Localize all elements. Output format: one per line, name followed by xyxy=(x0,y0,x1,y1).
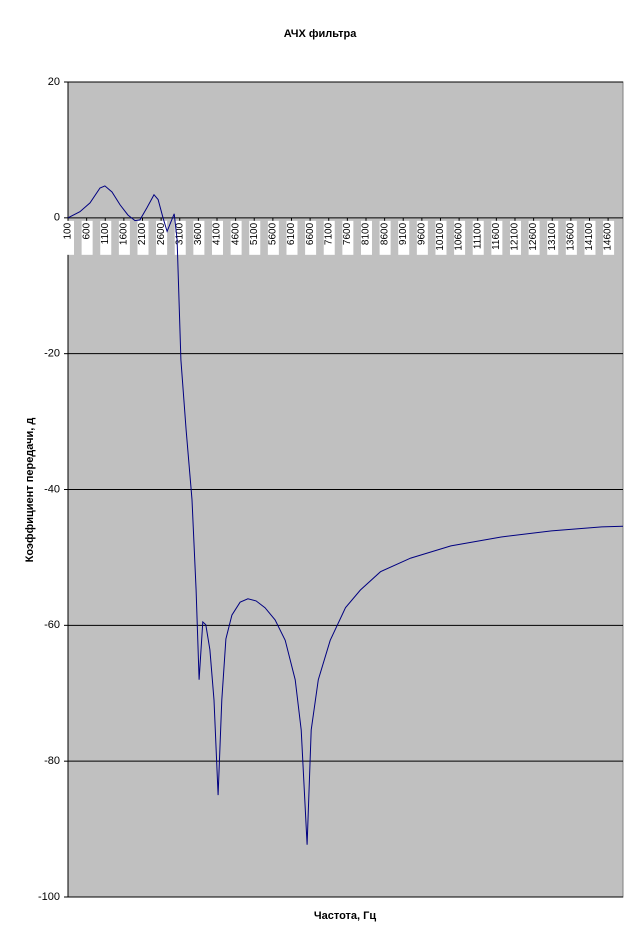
x-tick-label-box xyxy=(528,220,540,255)
x-tick-label: 1600 xyxy=(119,222,130,245)
x-tick-label: 8600 xyxy=(379,222,390,245)
x-tick-label-box xyxy=(491,220,503,255)
x-tick-label: 14100 xyxy=(584,222,595,250)
y-tick-label: -20 xyxy=(44,348,60,360)
x-tick-label-box xyxy=(435,220,447,255)
x-tick-label: 13100 xyxy=(547,222,558,250)
x-tick-label-box xyxy=(100,220,112,255)
x-tick-label-box xyxy=(267,220,279,255)
x-tick-label: 2100 xyxy=(137,222,148,245)
y-tick-label: -80 xyxy=(44,755,60,767)
x-axis-label: Частота, Гц xyxy=(314,910,377,922)
x-tick-label: 4600 xyxy=(230,222,241,245)
x-tick-label-box xyxy=(193,220,205,255)
x-tick-label: 3100 xyxy=(174,222,185,245)
y-tick-label: -40 xyxy=(44,483,60,495)
x-tick-label: 12600 xyxy=(528,222,539,250)
x-tick-label-box xyxy=(156,220,168,255)
chart-title: АЧХ фильтра xyxy=(284,28,358,40)
x-tick-label: 11600 xyxy=(491,222,502,250)
x-tick-label-box xyxy=(230,220,242,255)
x-tick-label: 4100 xyxy=(212,222,223,245)
x-tick-label-box xyxy=(118,220,130,255)
x-tick-label: 5100 xyxy=(249,222,260,245)
x-tick-label-box xyxy=(323,220,335,255)
x-tick-label: 7600 xyxy=(342,222,353,245)
x-tick-label: 12100 xyxy=(510,222,521,250)
x-tick-label-box xyxy=(286,220,298,255)
x-tick-label: 13600 xyxy=(565,222,576,250)
x-tick-label: 11100 xyxy=(472,222,483,249)
x-tick-label: 10100 xyxy=(435,222,446,250)
x-tick-label-box xyxy=(584,220,596,255)
x-tick-label: 2600 xyxy=(156,222,167,245)
y-tick-label: 20 xyxy=(48,76,60,88)
x-tick-label: 10600 xyxy=(454,222,465,250)
line-series xyxy=(67,185,624,845)
x-tick-label-box xyxy=(63,220,74,255)
x-tick-label: 8100 xyxy=(361,222,372,245)
x-tick-label-box xyxy=(211,220,223,255)
x-tick-label-box xyxy=(379,220,391,255)
x-tick-label: 7100 xyxy=(323,222,334,245)
x-tick-label-box xyxy=(360,220,372,255)
x-tick-label-box xyxy=(509,220,521,255)
x-tick-label-box xyxy=(454,220,466,255)
x-tick-label-box xyxy=(398,220,410,255)
x-tick-label: 6100 xyxy=(286,222,297,245)
x-tick-label: 6600 xyxy=(305,222,316,245)
x-tick-label-box xyxy=(249,220,261,255)
x-tick-label: 9600 xyxy=(416,222,427,245)
y-tick-label: 0 xyxy=(54,212,60,224)
x-tick-label: 600 xyxy=(81,222,92,239)
x-tick-label-box xyxy=(416,220,428,255)
x-tick-label-box xyxy=(547,220,559,255)
x-tick-label: 14600 xyxy=(603,222,614,250)
x-tick-label: 100 xyxy=(63,222,74,239)
x-tick-label-box xyxy=(603,220,615,255)
x-tick-label-box xyxy=(342,220,354,255)
x-tick-label: 9100 xyxy=(398,222,409,245)
x-tick-label: 1100 xyxy=(100,222,111,244)
x-tick-label-box xyxy=(472,220,484,255)
x-tick-label-box xyxy=(305,220,317,255)
x-tick-label-box xyxy=(565,220,577,255)
x-tick-label-box xyxy=(137,220,149,255)
x-tick-label-box xyxy=(174,220,186,255)
x-tick-label: 3600 xyxy=(193,222,204,245)
x-tick-label: 5600 xyxy=(268,222,279,245)
y-tick-label: -60 xyxy=(44,619,60,631)
y-tick-label: -100 xyxy=(38,891,60,903)
x-tick-label-box xyxy=(81,220,93,255)
y-axis-label: Коэффициент передачи, д xyxy=(24,418,36,563)
